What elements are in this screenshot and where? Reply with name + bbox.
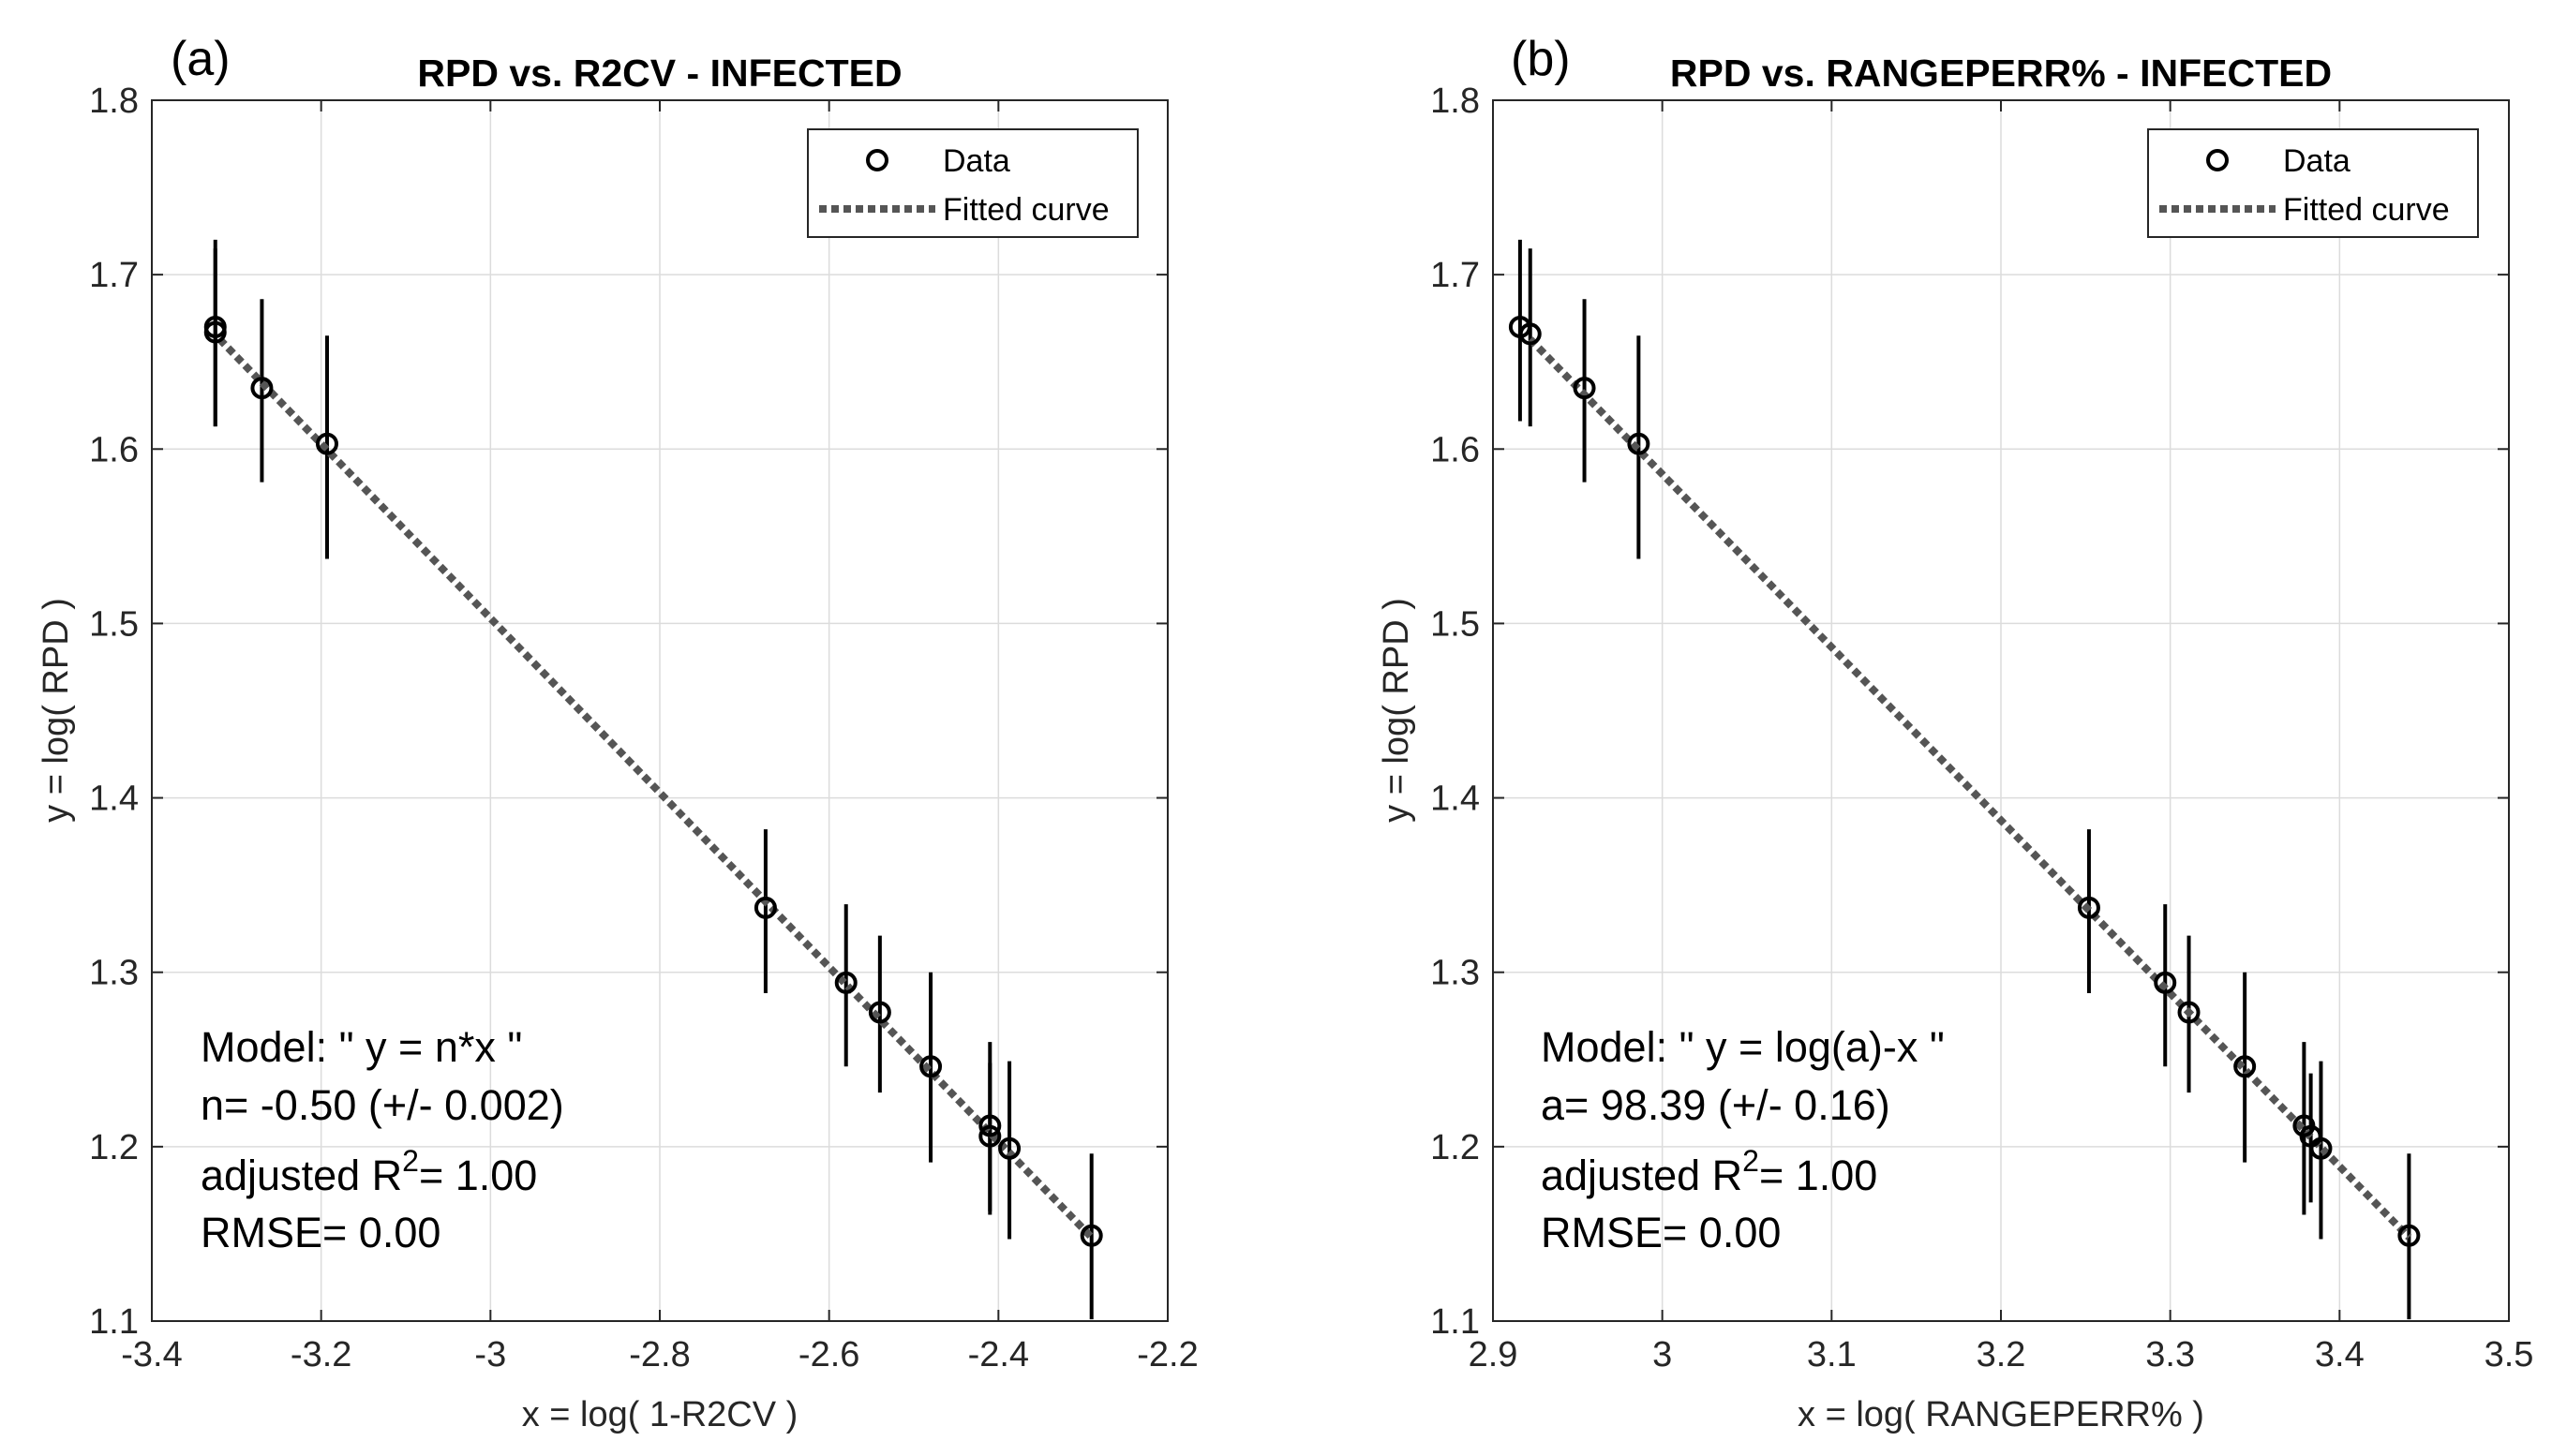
r2-value-b: = 1.00 <box>1759 1151 1877 1199</box>
y-tick-label-b: 1.5 <box>1430 604 1480 644</box>
legend-label-fit-a: Fitted curve <box>943 192 1110 228</box>
data-series-a <box>203 239 1103 1320</box>
data-point-a <box>754 896 777 919</box>
x-axis-label-b: x = log( RANGEPERR% ) <box>1798 1395 2204 1434</box>
y-tick-label-a: 1.4 <box>89 780 139 819</box>
y-tick-label-a: 1.2 <box>89 1128 139 1167</box>
chart-panel-b: 2.9 3 3.1 3.2 3.3 3.4 3.5 1.1 1.2 1.3 1.4 1.5 1.6 1.7… <box>1377 32 2533 1434</box>
x-axis-label-a: x = log( 1-R2CV ) <box>522 1395 798 1434</box>
chart-panel-a: -3.4 -3.2 -3 -2.8 -2.6 -2.4 -2.2 1.1 1.2 1.3 1.4 1.… <box>37 32 1199 1434</box>
y-tick-label-b: 1.3 <box>1430 954 1480 993</box>
data-point-a <box>203 320 227 344</box>
fitted-curve-b <box>1527 336 2412 1241</box>
r2-superscript-a: 2 <box>402 1144 419 1178</box>
data-point-a <box>315 432 338 455</box>
r2-text-b: adjusted R2= 1.00 <box>1541 1144 1877 1199</box>
data-point-b <box>2397 1224 2421 1247</box>
legend-marker-data-a <box>866 149 888 171</box>
data-point-b <box>2177 1001 2201 1024</box>
data-point-a <box>998 1137 1022 1160</box>
panel-label-b: (b) <box>1511 32 1571 86</box>
ticks-b: 2.9 3 3.1 3.2 3.3 3.4 3.5 1.1 1.2 1.3 1.4 1.5 1.6 1.7… <box>1430 82 2533 1374</box>
data-point-a <box>919 1055 943 1078</box>
rmse-text-a: RMSE= 0.00 <box>201 1209 440 1256</box>
legend-b: Data Fitted curve <box>2147 128 2479 238</box>
y-axis-label-a: y = log( RPD ) <box>37 598 76 823</box>
x-tick-label-a: -3.4 <box>121 1335 182 1374</box>
x-tick-label-b: 3.2 <box>1977 1335 2026 1374</box>
data-point-b <box>1518 322 1542 346</box>
y-tick-label-a: 1.7 <box>89 256 139 295</box>
x-tick-label-b: 3.5 <box>2485 1335 2534 1374</box>
y-tick-label-a: 1.6 <box>89 430 139 469</box>
fit-annotation-a: Model: " y = n*x " n= -0.50 (+/- 0.002) … <box>201 1023 564 1256</box>
ticks-a: -3.4 -3.2 -3 -2.8 -2.6 -2.4 -2.2 1.1 1.2 1.3 1.4 1.… <box>89 82 1199 1374</box>
data-point-b <box>2154 971 2177 994</box>
x-tick-label-b: 3.1 <box>1807 1335 1857 1374</box>
fit-annotation-b: Model: " y = log(a)-x " a= 98.39 (+/- 0.… <box>1541 1023 1945 1256</box>
data-point-a <box>250 377 274 400</box>
y-tick-label-b: 1.4 <box>1430 780 1480 819</box>
chart-title-a: RPD vs. R2CV - INFECTED <box>417 52 902 95</box>
y-tick-label-a: 1.8 <box>89 82 139 121</box>
y-tick-label-a: 1.5 <box>89 604 139 644</box>
x-tick-label-b: 3.4 <box>2315 1335 2365 1374</box>
data-point-a <box>978 1124 1002 1148</box>
y-tick-label-a: 1.1 <box>89 1302 139 1342</box>
data-point-a <box>1080 1224 1103 1247</box>
y-tick-label-b: 1.6 <box>1430 430 1480 469</box>
legend-label-data-b: Data <box>2283 143 2351 179</box>
data-point-a <box>868 1001 891 1024</box>
data-point-b <box>2077 896 2100 919</box>
data-series-b <box>1508 239 2421 1320</box>
x-tick-label-b: 2.9 <box>1469 1335 1518 1374</box>
r2-superscript-b: 2 <box>1742 1144 1759 1178</box>
data-point-b <box>1627 432 1650 455</box>
data-point-b <box>2309 1137 2333 1160</box>
x-tick-label-a: -3.2 <box>291 1335 351 1374</box>
data-point-a <box>834 971 858 994</box>
y-tick-label-b: 1.1 <box>1430 1302 1480 1342</box>
r2-value-a: = 1.00 <box>419 1151 537 1199</box>
legend-label-data-a: Data <box>943 143 1010 179</box>
x-tick-label-b: 3 <box>1652 1335 1672 1374</box>
r2-prefix-a: adjusted R <box>201 1151 402 1199</box>
legend-box-a <box>807 128 1139 238</box>
x-tick-label-a: -2.6 <box>798 1335 859 1374</box>
x-tick-label-b: 3.3 <box>2145 1335 2195 1374</box>
model-text-a: Model: " y = n*x " <box>201 1023 522 1071</box>
y-axis-label-b: y = log( RPD ) <box>1377 598 1416 823</box>
y-tick-label-b: 1.2 <box>1430 1128 1480 1167</box>
param-text-a: n= -0.50 (+/- 0.002) <box>201 1081 564 1129</box>
model-text-b: Model: " y = log(a)-x " <box>1541 1023 1945 1071</box>
x-tick-label-a: -2.8 <box>629 1335 690 1374</box>
x-tick-label-a: -3 <box>474 1335 506 1374</box>
panel-label-a: (a) <box>171 32 231 86</box>
x-tick-label-a: -2.4 <box>968 1335 1029 1374</box>
x-tick-label-a: -2.2 <box>1137 1335 1198 1374</box>
chart-title-b: RPD vs. RANGEPERR% - INFECTED <box>1670 52 2332 95</box>
r2-text-a: adjusted R2= 1.00 <box>201 1144 537 1199</box>
rmse-text-b: RMSE= 0.00 <box>1541 1209 1781 1256</box>
y-tick-label-a: 1.3 <box>89 954 139 993</box>
y-tick-label-b: 1.8 <box>1430 82 1480 121</box>
data-point-a <box>978 1114 1002 1137</box>
data-point-b <box>2233 1055 2257 1078</box>
param-text-b: a= 98.39 (+/- 0.16) <box>1541 1081 1890 1129</box>
data-point-b <box>1573 377 1596 400</box>
r2-prefix-b: adjusted R <box>1541 1151 1742 1199</box>
legend-box-b <box>2147 128 2479 238</box>
legend-label-fit-b: Fitted curve <box>2283 192 2450 228</box>
legend-marker-data-b <box>2206 149 2229 171</box>
legend-a: Data Fitted curve <box>807 128 1139 238</box>
fitted-curve-a <box>216 336 1095 1241</box>
y-tick-label-b: 1.7 <box>1430 256 1480 295</box>
